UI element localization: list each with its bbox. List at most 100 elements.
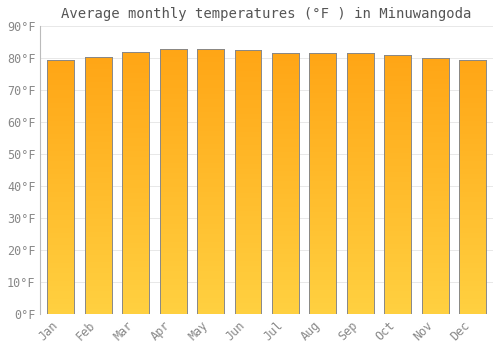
Bar: [272, 233, 299, 236]
Bar: [310, 272, 336, 275]
Bar: [85, 149, 112, 152]
Bar: [122, 152, 149, 154]
Bar: [234, 256, 262, 259]
Bar: [197, 258, 224, 261]
Bar: [347, 124, 374, 126]
Bar: [384, 236, 411, 239]
Bar: [85, 67, 112, 70]
Bar: [48, 154, 74, 156]
Bar: [459, 174, 486, 177]
Bar: [234, 92, 262, 95]
Bar: [85, 124, 112, 126]
Bar: [122, 186, 149, 188]
Bar: [160, 131, 186, 133]
Bar: [85, 75, 112, 77]
Bar: [160, 184, 186, 187]
Bar: [459, 156, 486, 159]
Bar: [234, 163, 262, 166]
Bar: [422, 153, 448, 155]
Bar: [384, 290, 411, 293]
Bar: [197, 279, 224, 282]
Bar: [122, 62, 149, 65]
Bar: [234, 145, 262, 148]
Bar: [48, 182, 74, 184]
Bar: [122, 214, 149, 217]
Bar: [197, 80, 224, 83]
Bar: [48, 260, 74, 263]
Bar: [160, 189, 186, 192]
Bar: [422, 163, 448, 166]
Bar: [197, 234, 224, 237]
Bar: [347, 285, 374, 288]
Bar: [347, 228, 374, 231]
Bar: [85, 265, 112, 268]
Bar: [422, 222, 448, 224]
Bar: [272, 103, 299, 106]
Bar: [384, 239, 411, 241]
Bar: [234, 198, 262, 201]
Bar: [384, 164, 411, 166]
Bar: [85, 136, 112, 139]
Bar: [122, 89, 149, 91]
Bar: [310, 204, 336, 207]
Bar: [384, 288, 411, 290]
Bar: [310, 116, 336, 119]
Bar: [197, 221, 224, 224]
Bar: [122, 301, 149, 303]
Bar: [48, 93, 74, 96]
Bar: [160, 213, 186, 216]
Bar: [122, 149, 149, 152]
Bar: [122, 128, 149, 131]
Bar: [459, 258, 486, 260]
Bar: [272, 199, 299, 202]
Bar: [234, 259, 262, 261]
Bar: [384, 210, 411, 213]
Bar: [347, 241, 374, 244]
Bar: [85, 93, 112, 95]
Bar: [197, 245, 224, 247]
Bar: [48, 197, 74, 199]
Bar: [384, 244, 411, 247]
Bar: [48, 113, 74, 116]
Bar: [122, 177, 149, 180]
Bar: [122, 285, 149, 288]
Bar: [48, 123, 74, 126]
Bar: [85, 255, 112, 257]
Bar: [459, 98, 486, 100]
Bar: [422, 217, 448, 219]
Bar: [234, 87, 262, 90]
Bar: [48, 235, 74, 238]
Bar: [122, 99, 149, 102]
Bar: [347, 113, 374, 116]
Bar: [197, 240, 224, 242]
Bar: [459, 184, 486, 187]
Bar: [122, 170, 149, 173]
Bar: [48, 212, 74, 215]
Bar: [48, 243, 74, 245]
Bar: [48, 223, 74, 225]
Bar: [422, 99, 448, 102]
Bar: [234, 100, 262, 103]
Bar: [459, 230, 486, 233]
Bar: [347, 59, 374, 61]
Bar: [48, 146, 74, 149]
Bar: [347, 296, 374, 298]
Bar: [234, 211, 262, 214]
Bar: [160, 197, 186, 200]
Bar: [234, 53, 262, 56]
Bar: [347, 171, 374, 173]
Bar: [160, 141, 186, 144]
Bar: [422, 171, 448, 173]
Bar: [422, 135, 448, 138]
Bar: [384, 267, 411, 270]
Bar: [310, 87, 336, 90]
Bar: [85, 134, 112, 136]
Bar: [310, 197, 336, 199]
Bar: [85, 57, 112, 59]
Bar: [459, 284, 486, 286]
Bar: [48, 133, 74, 136]
Bar: [197, 118, 224, 120]
Bar: [48, 179, 74, 182]
Bar: [85, 229, 112, 232]
Bar: [459, 197, 486, 199]
